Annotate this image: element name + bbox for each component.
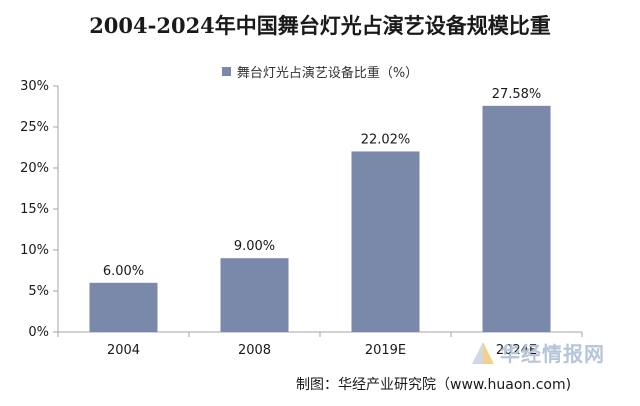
- data-label: 22.02%: [361, 132, 411, 147]
- y-tick-label: 15%: [20, 202, 49, 217]
- legend-label: 舞台灯光占演艺设备比重（%）: [236, 66, 419, 81]
- watermark: 华经情报网: [470, 338, 605, 367]
- y-tick-label: 25%: [20, 120, 49, 135]
- x-tick-label: 2008: [238, 343, 271, 358]
- watermark-text: 华经情报网: [500, 342, 605, 366]
- legend-swatch: [221, 67, 231, 76]
- chart-title: 2004-2024年中国舞台灯光占演艺设备规模比重: [89, 13, 551, 38]
- source-note: 制图：华经产业研究院（www.huaon.com): [296, 377, 572, 393]
- bar: [220, 258, 289, 332]
- chart-legend: 舞台灯光占演艺设备比重（%）: [0, 62, 640, 81]
- y-axis-ticks: 0% 5% 10% 15% 20% 25% 30%: [20, 79, 58, 340]
- bar: [482, 105, 551, 333]
- x-tick-label: 2024E: [496, 343, 537, 358]
- huajing-logo-icon: [472, 341, 494, 364]
- x-tick-label: 2019E: [365, 343, 406, 358]
- y-tick-label: 30%: [20, 79, 49, 94]
- x-tick-label: 2004: [107, 343, 140, 358]
- y-tick-label: 10%: [20, 243, 49, 258]
- x-axis-ticks: 2004 2008 2019E 2024E: [57, 332, 583, 358]
- chart-bars: [89, 105, 551, 333]
- data-labels: 6.00% 9.00% 22.02% 27.58%: [103, 87, 541, 279]
- data-label: 9.00%: [234, 239, 275, 254]
- y-tick-label: 20%: [20, 161, 49, 176]
- y-tick-label: 5%: [28, 284, 49, 299]
- data-label: 27.58%: [492, 87, 542, 102]
- bar: [89, 282, 158, 332]
- data-label: 6.00%: [103, 264, 144, 279]
- bar: [351, 151, 420, 332]
- y-tick-label: 0%: [28, 325, 49, 340]
